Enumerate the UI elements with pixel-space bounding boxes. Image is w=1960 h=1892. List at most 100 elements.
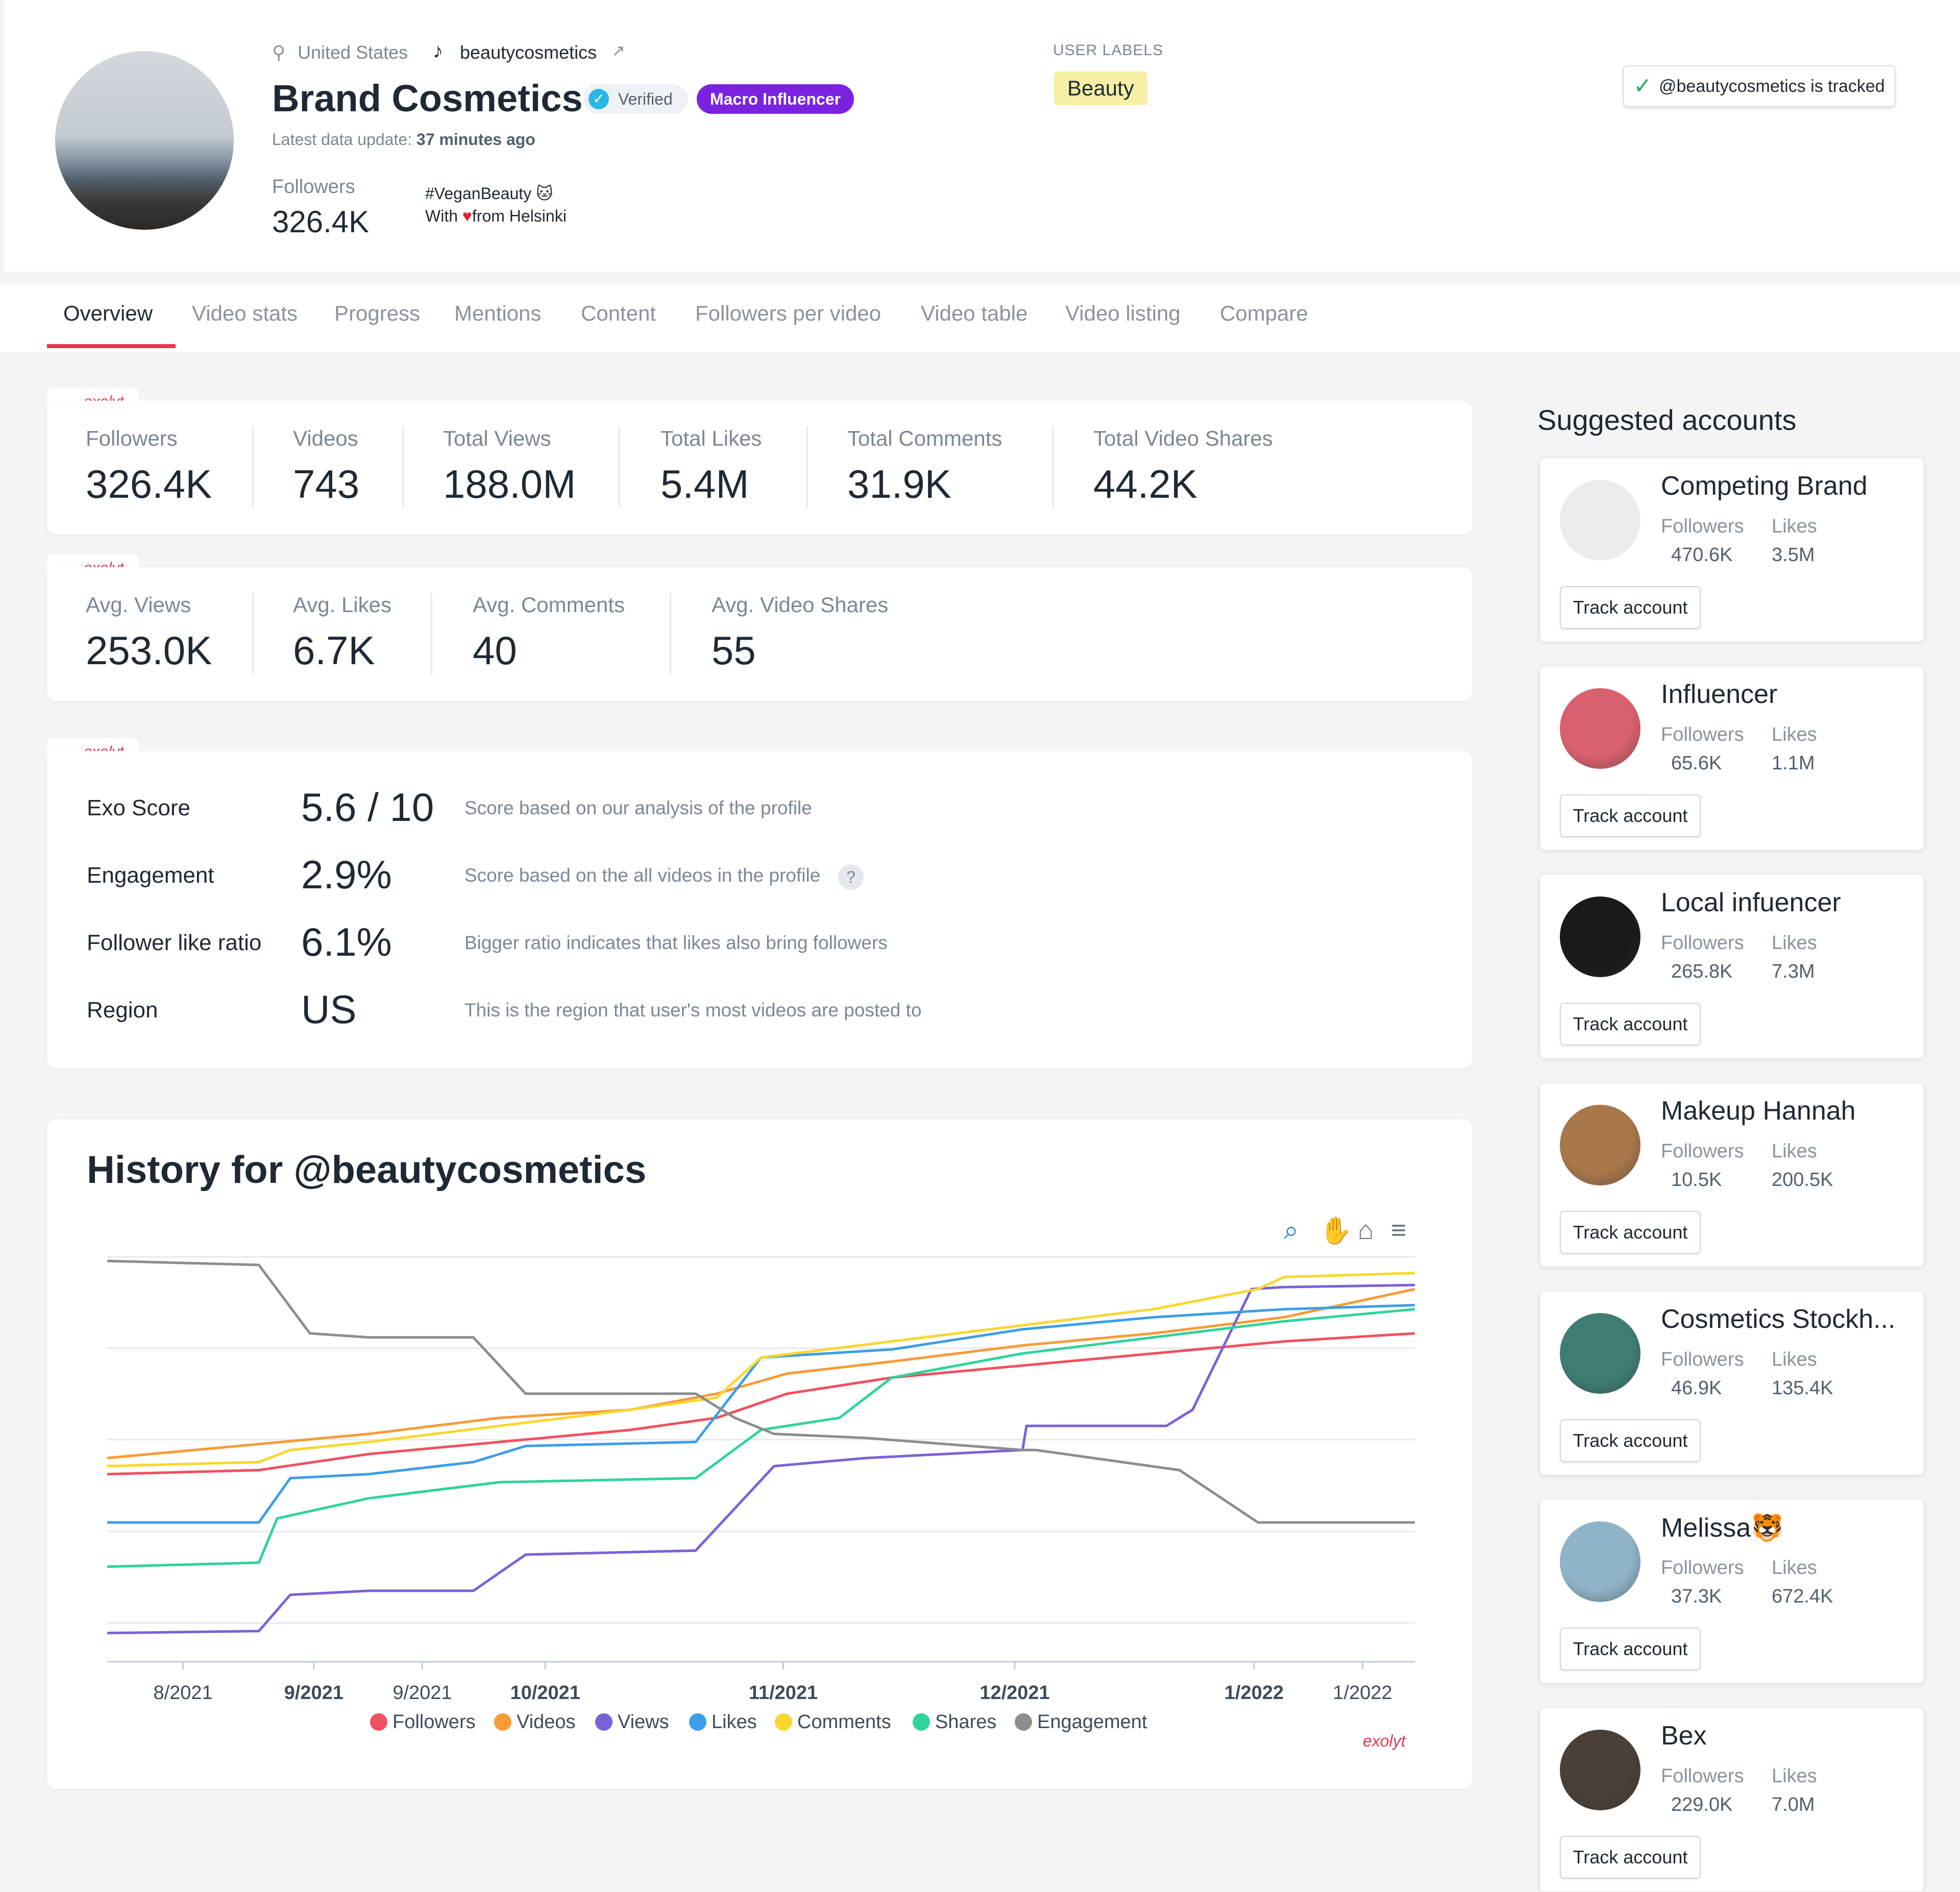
legend-label: Videos xyxy=(517,1711,576,1733)
account-avatar[interactable] xyxy=(1560,1105,1640,1185)
track-account-button[interactable]: Track account xyxy=(1560,1211,1701,1254)
help-icon[interactable]: ? xyxy=(838,864,864,890)
external-link-icon[interactable]: ↗ xyxy=(611,41,625,60)
account-avatar[interactable] xyxy=(1560,688,1640,769)
legend-item[interactable]: Comments xyxy=(775,1711,891,1733)
legend-item[interactable]: Likes xyxy=(689,1711,757,1733)
divider xyxy=(806,426,808,508)
stat-value-avg-comments: 40 xyxy=(473,628,517,673)
suggested-account-card: Melissa🐯 Followers Likes 37.3K 672.4K Track a… xyxy=(1539,1499,1924,1684)
account-followers-label: Followers xyxy=(1661,1765,1744,1787)
stat-label-avg-views: Avg. Views xyxy=(86,593,191,617)
legend-label: Likes xyxy=(712,1711,757,1733)
account-likes-value: 200.5K xyxy=(1772,1169,1833,1191)
stat-label-total-comments: Total Comments xyxy=(847,426,1002,450)
score-desc-region: This is the region that user's most vide… xyxy=(464,1000,922,1021)
home-reset-icon[interactable]: ⌂ xyxy=(1358,1216,1374,1245)
account-followers-label: Followers xyxy=(1661,932,1744,954)
bio-line-2: With ♥from Helsinki xyxy=(425,207,567,226)
legend-item[interactable]: Shares xyxy=(913,1711,996,1733)
stat-value-total-video-shares: 44.2K xyxy=(1093,462,1197,506)
checkmark-icon: ✓ xyxy=(1633,74,1652,99)
account-followers-label: Followers xyxy=(1661,1141,1744,1162)
tab-content[interactable]: Content xyxy=(581,301,656,325)
account-name[interactable]: Makeup Hannah xyxy=(1661,1096,1856,1126)
tab-video-table[interactable]: Video table xyxy=(921,301,1028,325)
data-update-status: Latest data update: 37 minutes ago xyxy=(272,130,535,149)
stat-value-total-comments: 31.9K xyxy=(847,462,951,506)
legend-dot-icon xyxy=(775,1713,792,1731)
legend-item[interactable]: Engagement xyxy=(1015,1711,1147,1733)
stat-value-avg-likes: 6.7K xyxy=(293,628,375,673)
history-chart-card xyxy=(47,1119,1472,1789)
stat-value-total-views: 188.0M xyxy=(443,462,576,506)
account-likes-value: 135.4K xyxy=(1772,1377,1833,1399)
legend-item[interactable]: Followers xyxy=(370,1711,476,1733)
account-avatar[interactable] xyxy=(1560,1313,1640,1394)
profile-handle-link[interactable]: beautycosmetics xyxy=(460,42,597,63)
verified-badge: ✓ Verified xyxy=(583,84,688,114)
tab-video-listing[interactable]: Video listing xyxy=(1065,301,1181,325)
zoom-icon[interactable]: ⌕ xyxy=(1284,1216,1299,1245)
tab-progress[interactable]: Progress xyxy=(334,301,421,325)
account-likes-label: Likes xyxy=(1772,516,1817,537)
heart-icon: ♥ xyxy=(462,207,472,225)
score-value-engagement: 2.9% xyxy=(301,852,392,897)
score-label-exo-score: Exo Score xyxy=(87,795,190,820)
account-likes-label: Likes xyxy=(1772,1349,1817,1370)
track-account-button[interactable]: Track account xyxy=(1560,1836,1701,1879)
divider xyxy=(619,426,620,508)
stat-label-total-views: Total Views xyxy=(443,426,551,450)
account-avatar[interactable] xyxy=(1560,896,1640,977)
user-label-beauty[interactable]: Beauty xyxy=(1054,71,1147,105)
account-name[interactable]: Local infuencer xyxy=(1661,888,1841,917)
pan-hand-icon[interactable]: ✋ xyxy=(1319,1216,1353,1246)
track-account-button[interactable]: Track account xyxy=(1560,1419,1701,1462)
account-avatar[interactable] xyxy=(1560,480,1640,561)
tab-video-stats[interactable]: Video stats xyxy=(192,301,298,325)
account-followers-value: 265.8K xyxy=(1671,961,1733,982)
active-tab-indicator xyxy=(47,344,176,348)
tab-mentions[interactable]: Mentions xyxy=(454,301,542,325)
account-followers-label: Followers xyxy=(1661,724,1744,745)
tiktok-icon: ♪ xyxy=(433,40,443,62)
bio-line-1: #VeganBeauty 🐱 xyxy=(425,184,553,203)
legend-item[interactable]: Videos xyxy=(494,1711,576,1733)
update-value: 37 minutes ago xyxy=(416,130,535,149)
legend-dot-icon xyxy=(1015,1713,1032,1731)
account-avatar[interactable] xyxy=(1560,1521,1640,1602)
legend-dot-icon xyxy=(913,1713,930,1731)
account-avatar[interactable] xyxy=(1560,1730,1640,1810)
legend-label: Views xyxy=(618,1711,669,1733)
account-name[interactable]: Competing Brand xyxy=(1661,471,1868,501)
tracked-status[interactable]: ✓ @beautycosmetics is tracked xyxy=(1623,65,1895,107)
tab-compare[interactable]: Compare xyxy=(1220,301,1308,325)
track-account-button[interactable]: Track account xyxy=(1560,586,1701,629)
stat-label-videos: Videos xyxy=(293,426,358,450)
account-name[interactable]: Cosmetics Stockh... xyxy=(1661,1304,1896,1334)
totals-card: Followers 326.4K Videos 743 Total Views … xyxy=(47,401,1472,535)
divider xyxy=(670,593,671,674)
account-followers-label: Followers xyxy=(1661,1557,1744,1579)
profile-header: ⚲ United States ♪ beautycosmetics ↗ Bran… xyxy=(4,0,1960,272)
account-followers-value: 46.9K xyxy=(1671,1377,1722,1399)
account-name[interactable]: Influencer xyxy=(1661,680,1778,709)
account-likes-value: 3.5M xyxy=(1772,544,1815,566)
stat-value-total-likes: 5.4M xyxy=(660,462,749,506)
account-name[interactable]: Melissa🐯 xyxy=(1661,1513,1784,1543)
divider xyxy=(252,426,254,508)
legend-item[interactable]: Views xyxy=(595,1711,669,1733)
menu-icon[interactable]: ≡ xyxy=(1391,1216,1407,1245)
track-account-button[interactable]: Track account xyxy=(1560,794,1701,837)
track-account-button[interactable]: Track account xyxy=(1560,1628,1701,1670)
account-likes-value: 7.3M xyxy=(1772,961,1815,982)
track-account-button[interactable]: Track account xyxy=(1560,1003,1701,1046)
tab-followers-per-video[interactable]: Followers per video xyxy=(695,301,881,325)
account-name[interactable]: Bex xyxy=(1661,1721,1707,1751)
legend-label: Comments xyxy=(797,1711,891,1733)
chart-title: History for @beautycosmetics xyxy=(87,1148,647,1192)
tab-overview[interactable]: Overview xyxy=(63,301,153,325)
legend-dot-icon xyxy=(370,1713,387,1731)
account-followers-label: Followers xyxy=(1661,1349,1744,1370)
tracked-text: @beautycosmetics is tracked xyxy=(1659,77,1885,96)
